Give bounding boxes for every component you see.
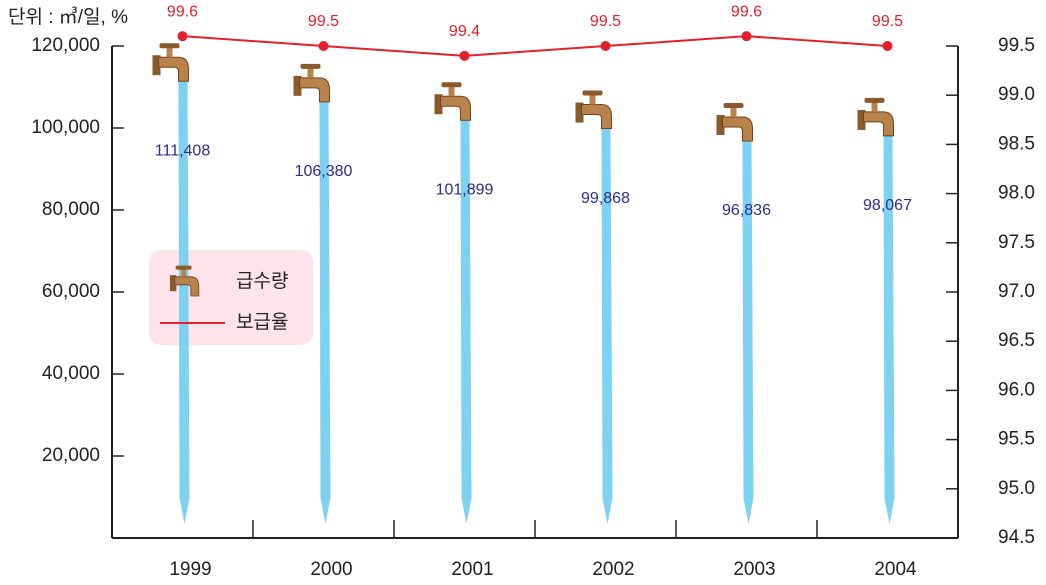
faucet-valve [307, 67, 314, 78]
y-tick-label: 80,000 [42, 199, 100, 220]
x-tick-label: 2002 [592, 559, 634, 580]
y2-tick-label: 98.0 [998, 183, 1035, 204]
y-tick-label: 20,000 [42, 445, 100, 466]
line-label: 99.5 [872, 13, 903, 30]
value-label: 111,408 [155, 142, 211, 159]
x-tick-label: 2004 [874, 559, 917, 580]
faucet-valve [181, 268, 186, 277]
faucet-stem [293, 75, 302, 96]
faucet-handle [175, 265, 192, 270]
faucet-handle [582, 90, 603, 96]
faucet-valve [166, 47, 173, 58]
line-point [741, 31, 752, 42]
faucet-handle [159, 43, 180, 49]
faucet-handle [300, 63, 321, 69]
faucet-handle [864, 97, 885, 103]
y2-tick-label: 94.5 [998, 527, 1035, 548]
faucet-body [581, 104, 612, 130]
y2-tick-label: 99.0 [998, 84, 1035, 105]
faucet-body [722, 116, 753, 142]
y2-tick-label: 95.0 [998, 478, 1035, 499]
line-point [600, 41, 611, 51]
y-tick-label: 40,000 [42, 363, 100, 384]
faucet-stem [434, 94, 443, 115]
line-label: 99.5 [308, 13, 339, 30]
x-tick-label: 2000 [310, 559, 352, 580]
value-label: 96,836 [722, 202, 771, 219]
water-stream [178, 81, 190, 524]
faucet-body [174, 276, 200, 297]
y2-tick-label: 97.0 [998, 281, 1035, 302]
faucet-stem [716, 114, 725, 135]
water-stream [742, 140, 754, 524]
faucet-body [158, 56, 189, 82]
faucet-body [440, 95, 471, 121]
chart-title: 단위 : ㎥/일, % [8, 6, 128, 28]
faucet-valve [448, 86, 455, 97]
legend-box [149, 250, 313, 345]
faucet-body [299, 77, 330, 103]
x-tick-label: 2003 [733, 559, 775, 580]
faucet-stem [857, 109, 866, 130]
value-label: 101,899 [436, 181, 494, 198]
legend-faucet [170, 265, 200, 297]
water-stream [883, 135, 895, 524]
faucet-stem [575, 102, 584, 123]
water-stream [319, 101, 331, 524]
faucet-handle [723, 102, 744, 108]
line-point [318, 41, 329, 51]
faucet-stem [152, 55, 161, 76]
line-point [882, 41, 893, 51]
y-tick-label: 60,000 [42, 281, 100, 302]
line-label: 99.6 [167, 3, 198, 20]
line-point [177, 31, 188, 42]
faucet-stem [170, 275, 177, 292]
water-stream [460, 120, 472, 524]
faucet [857, 97, 894, 137]
faucet [152, 43, 189, 82]
legend-label: 보급율 [236, 311, 288, 333]
line-label: 99.4 [449, 23, 480, 40]
faucet [434, 82, 471, 121]
y2-tick-label: 98.5 [998, 133, 1035, 154]
value-label: 99,868 [581, 190, 630, 207]
y2-tick-label: 96.5 [998, 330, 1035, 351]
x-tick-label: 1999 [169, 559, 211, 580]
faucet-handle [441, 82, 462, 88]
faucet [575, 90, 612, 130]
faucet-valve [871, 101, 878, 112]
y-tick-label: 100,000 [31, 117, 100, 138]
x-tick-label: 2001 [451, 559, 493, 580]
y2-tick-label: 95.5 [998, 429, 1035, 450]
faucet [716, 102, 753, 142]
line-label: 99.5 [590, 13, 621, 30]
faucet-valve [589, 94, 596, 105]
y2-tick-label: 97.5 [998, 232, 1035, 253]
line-point [459, 50, 470, 61]
y-tick-label: 120,000 [31, 35, 100, 56]
legend-label: 급수량 [236, 270, 288, 292]
line-label: 99.6 [731, 3, 762, 20]
value-label: 106,380 [295, 163, 353, 180]
line [182, 35, 888, 57]
y2-tick-label: 96.0 [998, 379, 1035, 400]
water-stream [601, 128, 613, 524]
faucet [293, 63, 330, 103]
value-label: 98,067 [863, 197, 912, 214]
faucet-body [863, 111, 894, 137]
faucet-valve [730, 106, 737, 117]
y2-tick-label: 99.5 [998, 35, 1035, 56]
